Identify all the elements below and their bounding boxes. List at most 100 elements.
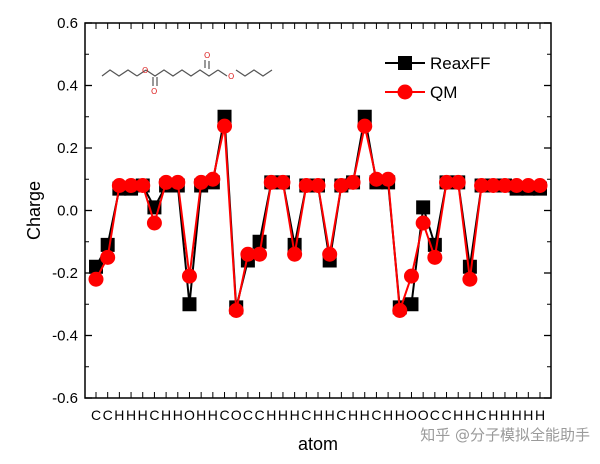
data-point-qm [415,215,431,231]
x-tick-label: C [255,407,265,423]
x-tick-label: O [184,407,195,423]
data-point-qm [392,303,408,318]
x-tick-label: H [453,407,463,423]
data-point-reaxff [182,297,197,312]
data-point-qm [532,178,548,193]
y-tick-label: -0.6 [52,390,78,407]
x-tick-label: H [126,407,136,423]
data-point-qm [170,174,186,190]
x-tick-label: H [360,407,370,423]
data-point-qm [240,246,256,262]
data-point-qm [497,178,513,193]
data-point-qm [310,178,326,193]
svg-text:O: O [228,72,234,81]
data-point-qm [485,178,501,193]
data-point-qm [88,271,104,287]
data-point-qm [158,174,174,190]
data-point-qm [146,215,162,231]
data-point-qm [333,178,349,193]
x-tick-label: C [103,407,113,423]
x-tick-label: C [336,407,346,423]
data-point-qm [509,178,525,193]
data-point-qm [205,171,221,187]
x-tick-label: H [138,407,148,423]
x-tick-label: H [500,407,510,423]
data-point-reaxff [416,200,431,215]
x-tick-label: O [231,407,242,423]
x-tick-label: H [523,407,533,423]
x-axis-label: atom [298,434,338,454]
data-point-qm [368,171,384,187]
data-point-qm [263,174,279,190]
plot-area: 0.60.40.20.0-0.2-0.4-0.6C C H H H C H H O H H C O C C H… [24,15,552,454]
data-point-qm [100,249,116,265]
x-tick-label: H [173,407,183,423]
x-tick-label: C [430,407,440,423]
data-point-reaxff [462,259,477,274]
legend-marker-qm [397,84,413,100]
x-tick-label: H [325,407,335,423]
data-point-qm [181,268,197,284]
x-tick-label: H [290,407,300,423]
x-tick-label: H [465,407,475,423]
molecule-atom-labels: O O O O [142,51,234,96]
legend-label-qm: QM [430,83,457,102]
x-tick-label: C [441,407,451,423]
data-point-qm [135,178,151,193]
data-point-qm [357,118,373,134]
data-point-qm [193,174,209,190]
x-tick-label: H [348,407,358,423]
data-point-reaxff [100,237,115,252]
data-point-qm [380,171,396,187]
data-point-qm [450,174,466,190]
data-point-qm [474,178,490,193]
data-point-qm [462,271,478,287]
x-tick-label: C [477,407,487,423]
x-tick-label: H [535,407,545,423]
x-tick-label: H [488,407,498,423]
y-tick-label: 0.2 [57,140,78,157]
x-tick-label: H [161,407,171,423]
x-tick-label: H [196,407,206,423]
x-tick-label: C [243,407,253,423]
data-point-qm [287,246,303,262]
data-point-qm [123,178,139,193]
data-point-qm [111,178,127,193]
data-point-reaxff [89,259,103,274]
x-tick-label: H [278,407,288,423]
x-tick-label: C [149,407,159,423]
y-tick-label: -0.2 [52,265,78,282]
y-tick-label: -0.4 [52,328,78,345]
svg-text:O: O [204,51,210,60]
data-point-qm [403,268,419,284]
data-point-qm [427,249,443,265]
x-tick-label: O [418,407,429,423]
data-point-reaxff [252,234,267,249]
legend-label-reaxff: ReaxFF [430,54,490,73]
data-point-qm [217,118,233,134]
data-point-qm [322,246,338,262]
data-point-qm [439,174,455,190]
x-tick-label: C [371,407,381,423]
data-point-reaxff [404,297,419,312]
watermark: 知乎 @分子模拟全能助手 [420,426,590,444]
data-point-qm [252,246,268,262]
y-tick-label: 0.0 [57,203,78,220]
data-point-qm [298,178,314,193]
x-tick-label: H [266,407,276,423]
data-point-qm [345,174,361,190]
x-tick-label: C [219,407,229,423]
x-tick-label: H [313,407,323,423]
x-tick-label: C [91,407,101,423]
legend-marker-reaxff [398,56,412,70]
data-point-qm [275,174,291,190]
x-tick-label: H [395,407,405,423]
svg-text:O: O [142,66,148,75]
y-axis-label: Charge [24,181,44,240]
data-point-qm [228,303,244,318]
data-point-qm [520,178,536,193]
x-tick-label: H [208,407,218,423]
svg-text:O: O [151,87,157,96]
x-tick-label: O [406,407,417,423]
